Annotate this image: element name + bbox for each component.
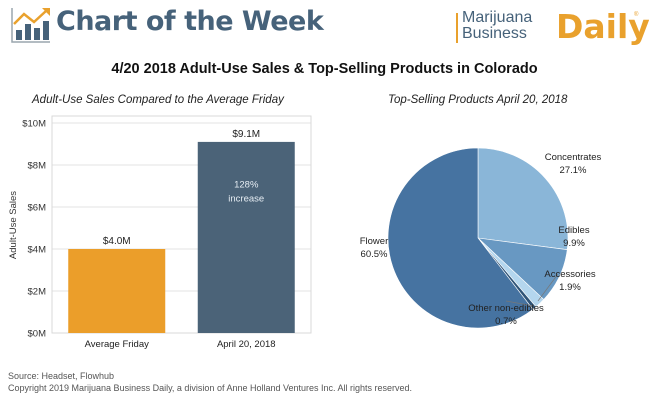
slice-percent: 60.5% xyxy=(361,249,388,260)
slice-label: Concentrates xyxy=(545,152,602,163)
plot-area-border xyxy=(51,115,312,334)
x-tick-label: Average Friday xyxy=(85,339,149,350)
slice-percent: 0.7% xyxy=(495,316,517,327)
logo-divider xyxy=(456,13,458,43)
slice-percent: 27.1% xyxy=(560,165,587,176)
logo-line2: Business xyxy=(462,25,527,42)
main-title: 4/20 2018 Adult-Use Sales & Top-Selling … xyxy=(111,61,538,77)
pie-chart: Concentrates 27.1% Edibles 9.9% Accessories 1… xyxy=(360,147,602,329)
slice-percent: 1.9% xyxy=(559,282,581,293)
registered-mark: ® xyxy=(634,12,639,18)
slice-label: Other non-edibles xyxy=(468,303,544,314)
bar-data-label: $9.1M xyxy=(232,129,260,140)
source-note: Source: Headset, Flowhub xyxy=(8,371,115,381)
bar-chart: $0M $2M $4M $6M $8M $10M $4.0M Average Friday $… xyxy=(8,115,312,350)
increase-annotation-text: increase xyxy=(228,193,264,204)
y-tick-label: $0M xyxy=(28,329,47,340)
brand-title: Chart of the Week xyxy=(56,6,324,37)
y-axis-label: Adult-Use Sales xyxy=(8,191,19,259)
bar-data-label: $4.0M xyxy=(103,236,131,247)
slice-label: Flower xyxy=(360,236,389,247)
leader-line xyxy=(537,273,559,302)
slice-label: Accessories xyxy=(544,269,595,280)
bar-april-20-2018 xyxy=(197,141,295,333)
logo-accent: Daily xyxy=(556,7,649,46)
bar-chart-title: Adult-Use Sales Compared to the Average … xyxy=(32,94,284,106)
y-tick-label: $6M xyxy=(28,203,47,214)
chart-logo-icon xyxy=(11,8,50,43)
y-tick-label: $8M xyxy=(28,161,47,172)
logo-line1: Marijuana xyxy=(462,9,533,26)
y-tick-label: $4M xyxy=(28,245,47,256)
slice-label: Edibles xyxy=(558,225,589,236)
y-tick-label: $2M xyxy=(28,287,47,298)
increase-annotation-value: 128% xyxy=(234,179,259,190)
copyright-note: Copyright 2019 Marijuana Business Daily,… xyxy=(8,383,413,393)
y-tick-label: $10M xyxy=(22,119,46,130)
pie-slice-flower xyxy=(387,147,534,329)
pie-slice-concentrates xyxy=(477,147,569,251)
leader-line xyxy=(505,300,533,307)
pie-chart-title: Top-Selling Products April 20, 2018 xyxy=(388,94,568,106)
bar-average-friday xyxy=(68,249,166,333)
slice-percent: 9.9% xyxy=(563,238,585,249)
x-tick-label: April 20, 2018 xyxy=(217,339,276,350)
marijuana-business-daily-logo: Marijuana Business Daily ® xyxy=(456,7,649,50)
